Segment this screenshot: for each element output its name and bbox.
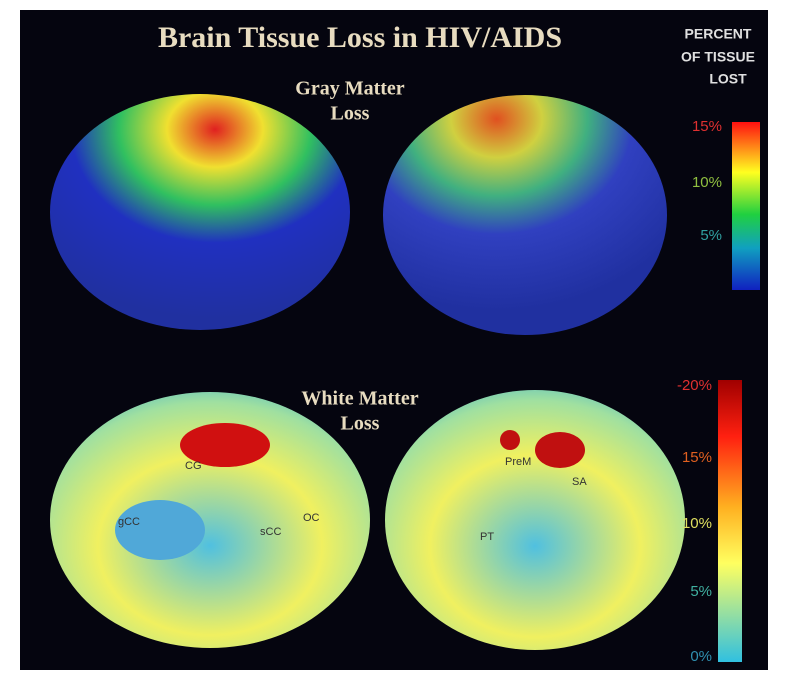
hotspot	[535, 432, 585, 468]
ventricle	[115, 500, 205, 560]
hotspot	[500, 430, 520, 450]
region-label: SA	[572, 476, 587, 488]
region-label: PreM	[505, 456, 531, 468]
scale-label: 0%	[690, 648, 712, 665]
legend-heading: PERCENT	[685, 26, 752, 42]
brain-white-right	[385, 390, 685, 650]
region-label: PT	[480, 531, 494, 543]
region-label: CG	[185, 460, 202, 472]
section-label: Loss	[331, 103, 370, 125]
figure: Brain Tissue Loss in HIV/AIDS PERCENT OF…	[0, 0, 788, 684]
title: Brain Tissue Loss in HIV/AIDS	[158, 21, 562, 54]
section-label: Gray Matter	[295, 78, 405, 100]
legend-heading: OF TISSUE	[681, 49, 755, 65]
region-label: sCC	[260, 526, 281, 538]
scale-label: 5%	[700, 227, 722, 244]
scale-label: 15%	[692, 118, 722, 135]
section-label: White Matter	[301, 388, 418, 410]
region-label: gCC	[118, 516, 140, 528]
section-label: Loss	[341, 413, 380, 435]
scale-label: 15%	[682, 449, 712, 466]
legend-heading: LOST	[709, 71, 747, 87]
scale-label: 10%	[682, 515, 712, 532]
color-bar-gray	[732, 122, 760, 290]
brain-gray-left	[50, 94, 350, 330]
region-label: OC	[303, 512, 320, 524]
scale-label: 10%	[692, 174, 722, 191]
scale-label: -20%	[677, 377, 712, 394]
color-bar-white	[718, 380, 742, 662]
brain-gray-right	[383, 95, 667, 335]
scale-label: 5%	[690, 583, 712, 600]
